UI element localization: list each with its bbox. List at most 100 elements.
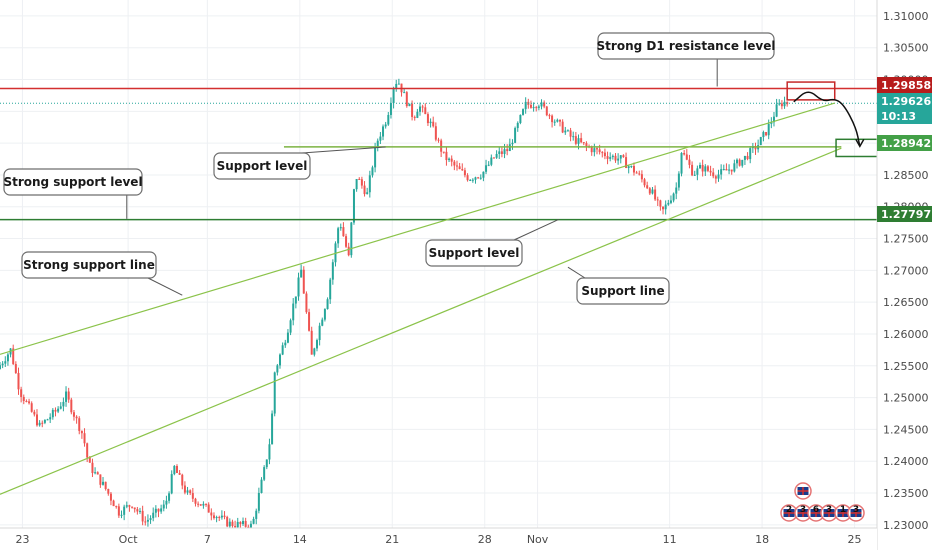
callout[interactable]: Support level [425, 219, 559, 267]
event-count: 3 [853, 505, 859, 515]
candle-body [630, 166, 633, 168]
candle-body [511, 142, 514, 145]
price-tick-label: 1.27500 [883, 233, 929, 246]
strong-support-line[interactable] [0, 102, 835, 355]
candle-body [656, 199, 659, 201]
candle-body [416, 111, 419, 118]
candle-body [149, 518, 152, 520]
candle-body [123, 506, 126, 515]
candle-body [590, 147, 593, 153]
candle-body [181, 474, 184, 486]
price-tick-label: 1.26000 [883, 328, 929, 341]
flag-icon[interactable] [794, 482, 812, 500]
candle-body [384, 124, 387, 127]
candle-body [595, 148, 598, 150]
candle-body [329, 279, 332, 300]
candle-body [313, 348, 316, 355]
candle-body [186, 490, 189, 493]
price-tag-label: 1.28942 [881, 137, 931, 150]
candle-body [461, 169, 464, 171]
candle-body [743, 155, 746, 160]
price-tag: 1.27797 [877, 206, 932, 222]
candle-body [664, 204, 667, 210]
time-axis[interactable]: 23 Oct 7 14 21 28 Nov 11 18 25 [0, 527, 877, 550]
candle-body [352, 189, 355, 223]
callout[interactable]: Support level [213, 146, 386, 180]
candle-body [408, 103, 411, 107]
candle-body [41, 422, 44, 424]
candle-body [20, 389, 23, 397]
candle-body [363, 185, 366, 195]
candle-body [371, 167, 374, 176]
candle-body [281, 345, 284, 355]
projection-arrowhead [855, 138, 865, 148]
candle-body [99, 474, 102, 485]
candle-body [532, 107, 535, 109]
callout[interactable]: Strong D1 resistance level [597, 32, 776, 87]
candle-body [706, 166, 709, 171]
callout-box [21, 251, 157, 279]
price-tick-label: 1.24500 [883, 423, 929, 436]
callout[interactable]: Strong support line [21, 251, 183, 296]
candle-body [347, 246, 350, 256]
candle-body [413, 116, 416, 118]
candle-body [508, 144, 511, 152]
candle-body [189, 490, 192, 494]
candle-body [564, 130, 567, 133]
time-tick-label: 18 [755, 533, 769, 546]
candle-body [403, 92, 406, 94]
price-tick-label: 1.25000 [883, 392, 929, 405]
flag-icon[interactable]: 3 [847, 504, 865, 522]
candle-body [376, 140, 379, 147]
price-axis[interactable]: 1.310001.305001.300001.295001.290001.285… [876, 0, 932, 550]
candle-body [717, 174, 720, 179]
candle-body [580, 138, 583, 143]
candle-body [321, 319, 324, 326]
candle-body [128, 505, 131, 507]
support-line[interactable] [0, 147, 842, 495]
candle-body [120, 514, 123, 516]
candle-body [136, 509, 139, 512]
candle-body [46, 419, 49, 421]
candle-body [419, 106, 422, 112]
candle-body [102, 481, 105, 485]
candle-body [477, 177, 480, 179]
flag-icon[interactable]: 1 [834, 504, 852, 522]
candle-body [38, 422, 41, 426]
candle-body [765, 132, 768, 136]
candle-body [265, 459, 268, 468]
candle-body [445, 151, 448, 161]
candle-body [519, 114, 522, 123]
candle-body [709, 170, 712, 173]
event-count: 3 [800, 505, 806, 515]
callout[interactable]: Support line [567, 266, 670, 305]
resistance-target-box[interactable] [786, 81, 836, 101]
candle-body [197, 503, 200, 505]
candle-body [783, 101, 786, 107]
candle-body [638, 173, 641, 175]
candle-body [273, 372, 276, 414]
candle-body [699, 164, 702, 169]
candle-body [112, 500, 115, 507]
candle-body [543, 102, 546, 107]
candle-body [236, 521, 239, 528]
callout[interactable]: Strong support level [3, 168, 143, 219]
candle-body [83, 433, 86, 444]
candle-body [778, 103, 781, 105]
candle-body [6, 354, 9, 362]
candle-body [714, 176, 717, 179]
candle-body [75, 416, 78, 419]
candle-body [474, 177, 477, 180]
candle-body [762, 132, 765, 138]
candle-body [728, 169, 731, 171]
candle-body [722, 169, 725, 171]
candle-body [72, 412, 75, 417]
candle-body [368, 175, 371, 193]
candle-body [659, 200, 662, 207]
candle-body [35, 414, 38, 426]
candle-body [529, 104, 532, 108]
candle-body [619, 155, 622, 159]
candle-body [212, 515, 215, 519]
candle-body [133, 507, 136, 510]
callout-label: Support level [429, 246, 520, 260]
